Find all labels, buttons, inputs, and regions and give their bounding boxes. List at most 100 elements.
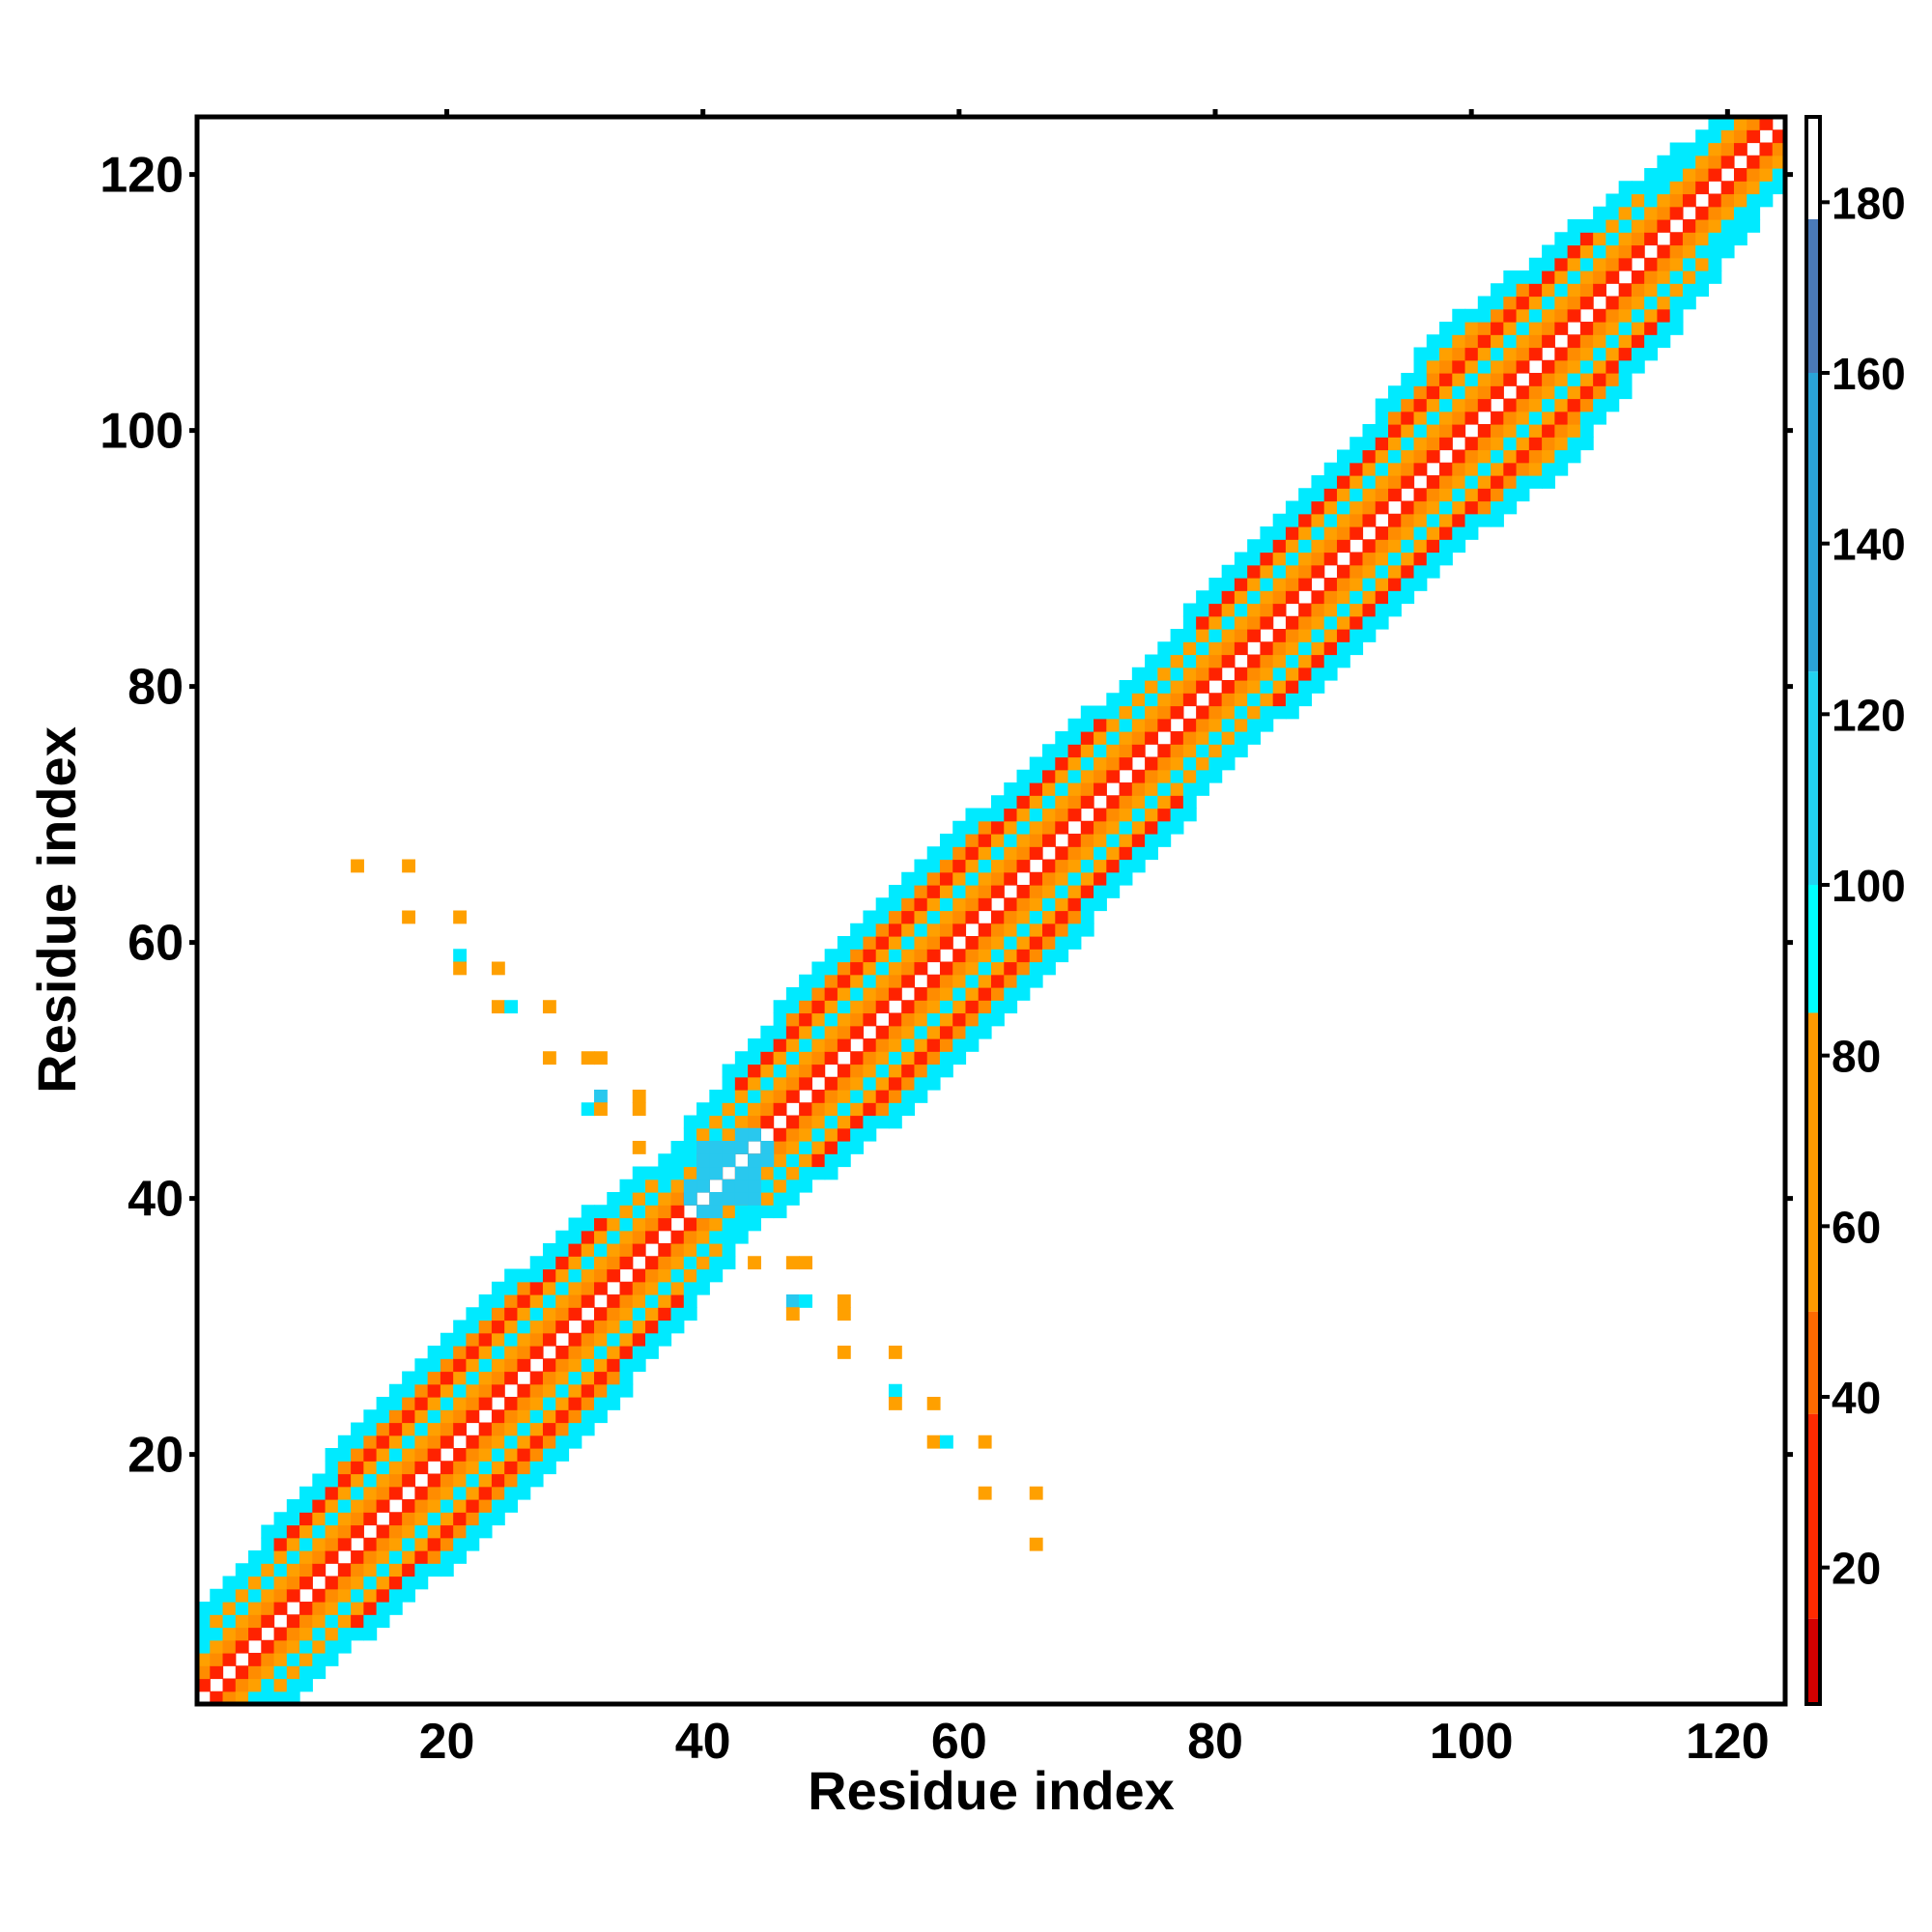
- heatmap-cell: [1733, 142, 1747, 156]
- heatmap-cell: [863, 936, 877, 950]
- heatmap-cell: [863, 923, 877, 937]
- heatmap-cell: [325, 1627, 339, 1641]
- heatmap-cell: [1605, 359, 1620, 374]
- heatmap-cell: [299, 1537, 313, 1551]
- heatmap-cell: [363, 1588, 378, 1603]
- heatmap-cell: [568, 1346, 582, 1359]
- heatmap-cell: [709, 1217, 724, 1232]
- heatmap-cell: [1567, 437, 1581, 451]
- heatmap-cell: [1644, 308, 1659, 323]
- heatmap-cell: [658, 1268, 672, 1283]
- heatmap-cell: [1657, 308, 1671, 323]
- heatmap-cell: [273, 1653, 288, 1666]
- heatmap-cell: [1042, 923, 1056, 937]
- heatmap-cell: [1669, 308, 1684, 323]
- heatmap-cell: [1080, 769, 1094, 783]
- heatmap-cell: [1733, 206, 1747, 220]
- heatmap-cell: [1131, 795, 1146, 810]
- heatmap-cell: [670, 1307, 685, 1321]
- heatmap-cell: [991, 961, 1005, 976]
- heatmap-cell: [875, 897, 890, 912]
- heatmap-cell: [1618, 385, 1633, 400]
- heatmap-cell: [1631, 296, 1645, 310]
- heatmap-cell: [1029, 1486, 1043, 1500]
- heatmap-cell: [1323, 654, 1338, 668]
- colorbar-bin: [1806, 1618, 1820, 1704]
- heatmap-cell: [312, 1602, 327, 1615]
- heatmap-cell: [926, 859, 941, 873]
- heatmap-cell: [1657, 206, 1671, 220]
- heatmap-cell: [1682, 142, 1696, 156]
- heatmap-cell: [799, 1102, 812, 1117]
- heatmap-cell: [619, 1307, 634, 1321]
- heatmap-cell: [785, 1153, 800, 1168]
- heatmap-cell: [1464, 437, 1479, 451]
- heatmap-cell: [1221, 615, 1236, 630]
- heatmap-cell: [773, 1090, 787, 1103]
- heatmap-cell: [952, 1012, 967, 1027]
- heatmap-cell: [1452, 488, 1466, 502]
- heatmap-cell: [1157, 744, 1172, 758]
- heatmap-cell: [1759, 155, 1774, 169]
- heatmap-cell: [273, 1690, 288, 1705]
- heatmap-cell: [1452, 359, 1466, 374]
- heatmap-cell: [1554, 437, 1569, 451]
- heatmap-cell: [863, 974, 877, 988]
- heatmap-cell: [1106, 731, 1121, 745]
- heatmap-cell: [760, 1179, 775, 1193]
- heatmap-cell: [1644, 232, 1659, 246]
- heatmap-cell: [760, 1141, 775, 1154]
- heatmap-cell: [491, 961, 505, 976]
- heatmap-cell: [850, 1076, 865, 1091]
- heatmap-cell: [748, 1038, 761, 1052]
- heatmap-cell: [991, 1000, 1005, 1014]
- heatmap-cell: [978, 936, 992, 950]
- heatmap-cell: [376, 1461, 390, 1475]
- heatmap-cell: [1491, 385, 1504, 400]
- heatmap-cell: [517, 1486, 531, 1500]
- heatmap-cell: [1094, 744, 1107, 758]
- heatmap-cell: [1285, 590, 1299, 605]
- heatmap-cell: [965, 1025, 980, 1039]
- heatmap-cell: [799, 1294, 812, 1308]
- heatmap-cell: [978, 885, 992, 898]
- heatmap-cell: [1516, 488, 1530, 502]
- heatmap-cell: [1298, 667, 1313, 681]
- heatmap-cell: [1272, 705, 1287, 720]
- heatmap-cell: [1362, 590, 1377, 605]
- colorbar-tick-label: 40: [1832, 1373, 1881, 1423]
- heatmap-cell: [1157, 641, 1172, 656]
- heatmap-cell: [1196, 731, 1209, 745]
- heatmap-cell: [1067, 910, 1082, 924]
- heatmap-cell: [478, 1358, 493, 1373]
- heatmap-cell: [1311, 641, 1325, 656]
- heatmap-cell: [926, 1000, 941, 1014]
- heatmap-cell: [542, 1051, 556, 1065]
- heatmap-cell: [1464, 359, 1479, 374]
- heatmap-cell: [1208, 756, 1223, 771]
- heatmap-cell: [1413, 347, 1428, 361]
- heatmap-cell: [1311, 475, 1325, 489]
- heatmap-cell: [1067, 834, 1082, 847]
- heatmap-cell: [1618, 257, 1633, 271]
- heatmap-cell: [1477, 424, 1492, 438]
- colorbar-tick-label: 60: [1832, 1202, 1881, 1252]
- heatmap-cell: [1119, 808, 1133, 822]
- heatmap-cell: [1439, 488, 1453, 502]
- heatmap-cell: [773, 1051, 787, 1065]
- heatmap-cell: [1682, 283, 1696, 298]
- heatmap-cell: [1350, 578, 1364, 591]
- heatmap-cell: [1311, 667, 1325, 681]
- heatmap-cell: [581, 1243, 595, 1257]
- heatmap-cell: [645, 1320, 659, 1334]
- heatmap-cell: [1029, 923, 1043, 937]
- heatmap-cell: [785, 1141, 800, 1154]
- heatmap-cell: [1542, 373, 1555, 386]
- heatmap-cell: [658, 1294, 672, 1308]
- heatmap-cell: [261, 1524, 275, 1539]
- heatmap-cell: [1452, 462, 1466, 476]
- heatmap-cell: [607, 1230, 621, 1244]
- heatmap-cell: [683, 1192, 697, 1206]
- heatmap-cell: [1401, 398, 1415, 412]
